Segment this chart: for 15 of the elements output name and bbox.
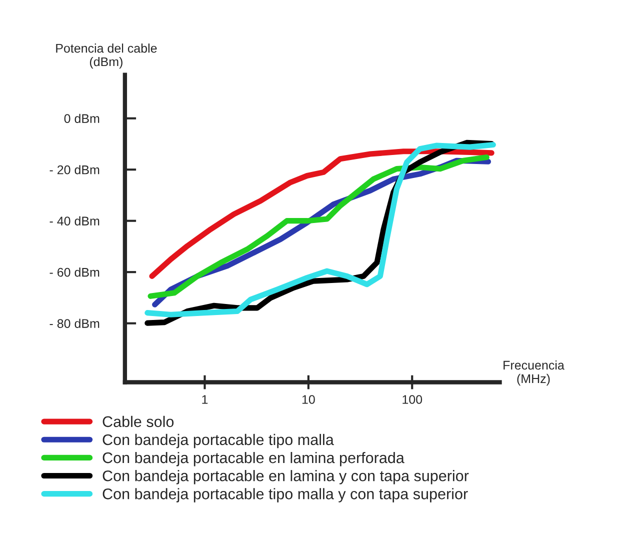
x-axis-title: Frecuencia (MHz) <box>504 360 564 386</box>
y-tick-label: - 20 dBm <box>50 165 100 174</box>
legend-label: Con bandeja portacable tipo malla <box>102 434 334 448</box>
y-tick-label: - 60 dBm <box>50 268 100 277</box>
y-tick-label: - 40 dBm <box>50 216 100 226</box>
legend-label: Con bandeja portacable en lamina y con tapa superior <box>102 470 469 484</box>
legend-label: Con bandeja portacable tipo malla y con tapa superior <box>102 488 468 502</box>
legend-label: Con bandeja portacable en lamina perforada <box>102 452 404 466</box>
y-axis-title: Potencia del cable (dBm) <box>56 44 157 69</box>
legend-label: Cable solo <box>102 416 174 428</box>
y-tick-label: - 80 dBm <box>50 318 100 328</box>
x-tick-label: 10 <box>302 395 315 404</box>
x-tick-label: 1 <box>202 395 208 404</box>
x-tick-label: 100 <box>402 395 422 404</box>
y-tick-label: 0 dBm <box>64 114 100 124</box>
